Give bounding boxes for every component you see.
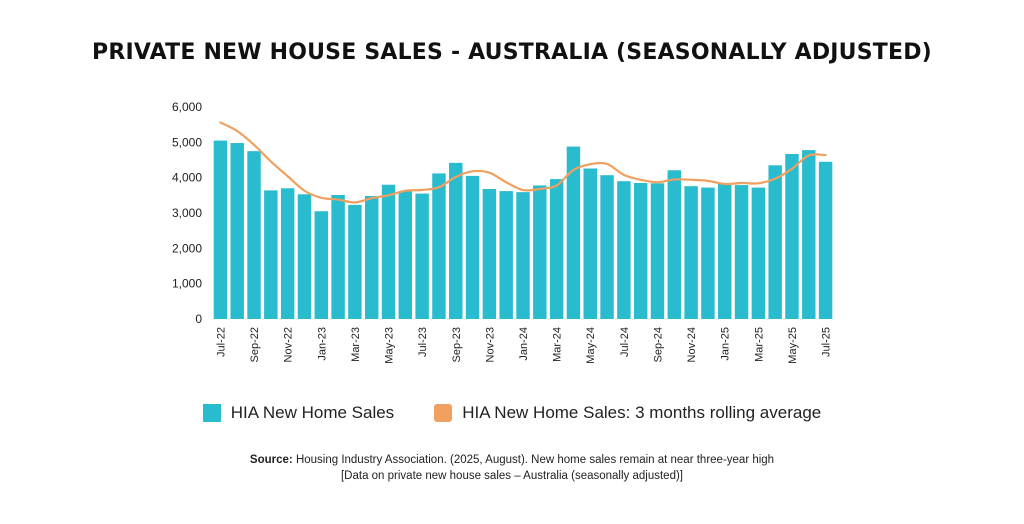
bar [213, 140, 228, 319]
x-tick-label: Mar-24 [552, 327, 564, 362]
legend-label-bars: HIA New Home Sales [230, 403, 395, 422]
source-line-1: Source: Housing Industry Association. (2… [0, 452, 1024, 468]
chart-title: PRIVATE NEW HOUSE SALES - AUSTRALIA (SEA… [92, 40, 932, 65]
bar [802, 150, 816, 319]
bar [549, 179, 564, 319]
bar [449, 162, 463, 319]
x-tick-label: Sep-24 [652, 327, 664, 362]
x-tick-label: Mar-23 [350, 327, 362, 362]
bar [768, 165, 782, 319]
bar [600, 175, 614, 319]
legend-item-line: HIA New Home Sales: 3 months rolling ave… [434, 403, 821, 423]
y-tick-label: 2,000 [172, 241, 202, 255]
bar [684, 186, 698, 319]
bar [633, 182, 648, 319]
x-tick-label: Sep-23 [451, 327, 463, 362]
x-tick-label: Mar-25 [753, 327, 765, 362]
bar [701, 187, 715, 319]
x-tick-label: Sep-22 [249, 327, 261, 362]
source-text: Housing Industry Association. (2025, Aug… [295, 454, 775, 466]
bar [617, 181, 631, 319]
y-tick-label: 0 [195, 312, 202, 326]
bar [381, 184, 396, 319]
bar [331, 194, 345, 319]
source-label: Source: [249, 454, 293, 466]
legend-swatch-bars [202, 404, 221, 422]
bar [566, 146, 581, 319]
x-tick-label: Nov-24 [686, 327, 698, 362]
legend-label-line: HIA New Home Sales: 3 months rolling ave… [462, 403, 822, 422]
x-tick-label: Jul-23 [417, 327, 429, 357]
bar [264, 190, 278, 319]
bar [482, 188, 497, 319]
source-note: Source: Housing Industry Association. (2… [0, 452, 1024, 484]
bar [348, 204, 362, 319]
legend: HIA New Home Sales HIA New Home Sales: 3… [0, 403, 1024, 423]
y-tick-label: 5,000 [172, 135, 202, 149]
y-axis: 0 1,000 2,000 3,000 4,000 5,000 6,000 [172, 100, 202, 326]
x-tick-label: Jul-22 [215, 327, 227, 357]
source-line-2: [Data on private new house sales – Austr… [340, 470, 683, 482]
x-tick-label: Nov-23 [484, 327, 496, 362]
legend-swatch-line [434, 404, 453, 422]
bar [297, 194, 312, 319]
bar [516, 192, 530, 319]
bar [667, 170, 682, 319]
x-tick-label: Jan-25 [720, 327, 732, 361]
x-tick-label: Jan-23 [316, 327, 328, 361]
x-tick-label: Jan-24 [518, 327, 530, 361]
x-tick-label: Nov-22 [283, 327, 295, 362]
bar [432, 173, 446, 319]
y-tick-label: 1,000 [172, 277, 202, 291]
x-tick-label: May-25 [787, 327, 799, 364]
bar [583, 168, 597, 319]
x-axis: Jul-22 Sep-22 Nov-22 Jan-23 Mar-23 May-23 Jul-… [215, 327, 832, 364]
bar [751, 187, 766, 319]
chart-canvas: 0 1,000 2,000 3,000 4,000 5,000 6,000 Jul-22 Se… [172, 100, 833, 364]
y-tick-label: 4,000 [172, 171, 202, 185]
x-tick-label: May-24 [585, 327, 597, 364]
bar [415, 193, 429, 319]
bar [734, 185, 749, 319]
legend-item-bars: HIA New Home Sales [202, 403, 395, 423]
bar [398, 191, 413, 319]
bar [247, 151, 261, 319]
y-tick-label: 6,000 [172, 100, 202, 114]
bar-series [213, 140, 833, 319]
bar [465, 175, 480, 319]
x-tick-label: Jul-24 [619, 327, 631, 357]
bar [785, 153, 799, 319]
bar [314, 211, 328, 319]
x-tick-label: Jul-25 [821, 327, 833, 357]
bar [533, 185, 547, 319]
bar [818, 161, 833, 319]
rolling-average-series [219, 121, 827, 204]
bar [499, 191, 513, 319]
bar [280, 188, 295, 319]
bar [364, 196, 379, 319]
y-tick-label: 3,000 [172, 206, 202, 220]
x-tick-label: May-23 [384, 327, 396, 364]
bar [650, 183, 665, 319]
rolling-average-line [219, 121, 827, 204]
bar [230, 143, 244, 319]
bar [718, 183, 732, 319]
